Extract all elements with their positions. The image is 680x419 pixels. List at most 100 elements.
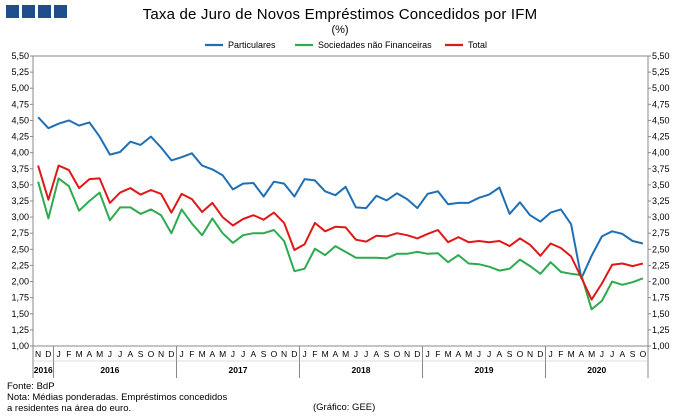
x-month-label: A xyxy=(87,349,93,359)
x-month-label: A xyxy=(374,349,380,359)
x-month-label: M xyxy=(76,349,83,359)
x-month-label: D xyxy=(45,349,51,359)
x-year-label: 2018 xyxy=(352,365,371,375)
x-month-label: A xyxy=(497,349,503,359)
x-month-label: O xyxy=(271,349,278,359)
x-month-label: F xyxy=(189,349,194,359)
y-tick-label-right: 4,50 xyxy=(652,115,670,125)
x-month-label: A xyxy=(579,349,585,359)
note-line-2: a residentes na área do euro. xyxy=(7,403,132,414)
y-tick-label-left: 2,50 xyxy=(11,244,29,254)
series-line-particulares xyxy=(37,116,644,280)
y-tick-label-right: 1,25 xyxy=(652,325,670,335)
x-month-label: S xyxy=(384,349,390,359)
x-month-label: J xyxy=(303,349,307,359)
x-month-label: J xyxy=(477,349,481,359)
x-month-label: M xyxy=(219,349,226,359)
y-tick-label-right: 5,25 xyxy=(652,67,670,77)
y-tick-label-left: 2,00 xyxy=(11,277,29,287)
x-month-label: S xyxy=(261,349,267,359)
y-tick-label-right: 4,75 xyxy=(652,99,670,109)
x-month-label: M xyxy=(588,349,595,359)
x-month-label: F xyxy=(558,349,563,359)
x-month-label: O xyxy=(640,349,647,359)
y-tick-label-left: 4,00 xyxy=(11,148,29,158)
x-month-label: D xyxy=(414,349,420,359)
y-tick-label-right: 2,25 xyxy=(652,260,670,270)
x-month-label: M xyxy=(465,349,472,359)
y-tick-label-left: 3,50 xyxy=(11,180,29,190)
x-month-label: M xyxy=(322,349,329,359)
y-tick-label-right: 4,25 xyxy=(652,132,670,142)
x-month-label: N xyxy=(281,349,287,359)
x-month-label: O xyxy=(394,349,401,359)
logo-square-3 xyxy=(38,5,51,18)
y-tick-label-left: 5,00 xyxy=(11,83,29,93)
source-text: Fonte: BdP xyxy=(7,381,55,392)
x-month-label: J xyxy=(354,349,358,359)
chart-subtitle: (%) xyxy=(331,24,349,36)
chart-credit: (Gráfico: GEE) xyxy=(313,402,376,413)
y-tick-label-left: 3,75 xyxy=(11,164,29,174)
x-month-label: N xyxy=(35,349,41,359)
x-year-label: 2019 xyxy=(475,365,494,375)
legend-label: Sociedades não Financeiras xyxy=(318,40,432,50)
x-month-label: A xyxy=(456,349,462,359)
x-month-label: A xyxy=(251,349,257,359)
y-tick-label-right: 5,00 xyxy=(652,83,670,93)
x-month-label: D xyxy=(291,349,297,359)
x-year-label: 2017 xyxy=(229,365,248,375)
y-tick-label-right: 2,00 xyxy=(652,277,670,287)
x-year-label: 2016 xyxy=(100,365,119,375)
series-line-sociedades-n-o-financeiras xyxy=(37,177,644,311)
x-month-label: M xyxy=(96,349,103,359)
x-month-label: D xyxy=(537,349,543,359)
y-tick-label-right: 1,75 xyxy=(652,293,670,303)
x-month-label: J xyxy=(549,349,553,359)
x-month-label: J xyxy=(108,349,112,359)
chart-title: Taxa de Juro de Novos Empréstimos Conced… xyxy=(142,6,538,23)
y-tick-label-left: 2,75 xyxy=(11,228,29,238)
x-month-label: M xyxy=(199,349,206,359)
legend-label: Total xyxy=(468,40,487,50)
y-tick-label-left: 1,25 xyxy=(11,325,29,335)
x-month-label: N xyxy=(527,349,533,359)
note-line-1: Nota: Médias ponderadas. Empréstimos con… xyxy=(7,392,228,403)
y-tick-label-right: 4,00 xyxy=(652,148,670,158)
x-month-label: J xyxy=(118,349,122,359)
series-line-total xyxy=(37,164,644,301)
x-month-label: J xyxy=(57,349,61,359)
x-month-label: M xyxy=(342,349,349,359)
x-month-label: J xyxy=(364,349,368,359)
y-tick-label-left: 4,75 xyxy=(11,99,29,109)
x-month-label: J xyxy=(426,349,430,359)
x-month-label: A xyxy=(333,349,339,359)
x-month-label: A xyxy=(128,349,134,359)
x-month-label: N xyxy=(404,349,410,359)
y-tick-label-right: 3,00 xyxy=(652,212,670,222)
x-month-label: M xyxy=(445,349,452,359)
logo-square-4 xyxy=(54,5,67,18)
x-month-label: O xyxy=(148,349,155,359)
x-year-label: 2020 xyxy=(587,365,606,375)
y-tick-label-right: 1,00 xyxy=(652,341,670,351)
x-month-label: J xyxy=(231,349,235,359)
y-tick-label-right: 3,50 xyxy=(652,180,670,190)
x-year-label: 2016 xyxy=(34,365,53,375)
x-month-label: D xyxy=(168,349,174,359)
x-month-label: J xyxy=(600,349,604,359)
y-tick-label-right: 3,25 xyxy=(652,196,670,206)
y-tick-label-left: 4,25 xyxy=(11,132,29,142)
y-tick-label-right: 1,50 xyxy=(652,309,670,319)
y-tick-label-left: 3,25 xyxy=(11,196,29,206)
x-month-label: F xyxy=(312,349,317,359)
logo-square-1 xyxy=(6,5,19,18)
x-month-label: S xyxy=(630,349,636,359)
plot-frame xyxy=(32,55,649,347)
legend-label: Particulares xyxy=(228,40,276,50)
y-tick-label-left: 1,75 xyxy=(11,293,29,303)
x-month-label: M xyxy=(568,349,575,359)
y-tick-label-left: 1,50 xyxy=(11,309,29,319)
x-month-label: O xyxy=(517,349,524,359)
